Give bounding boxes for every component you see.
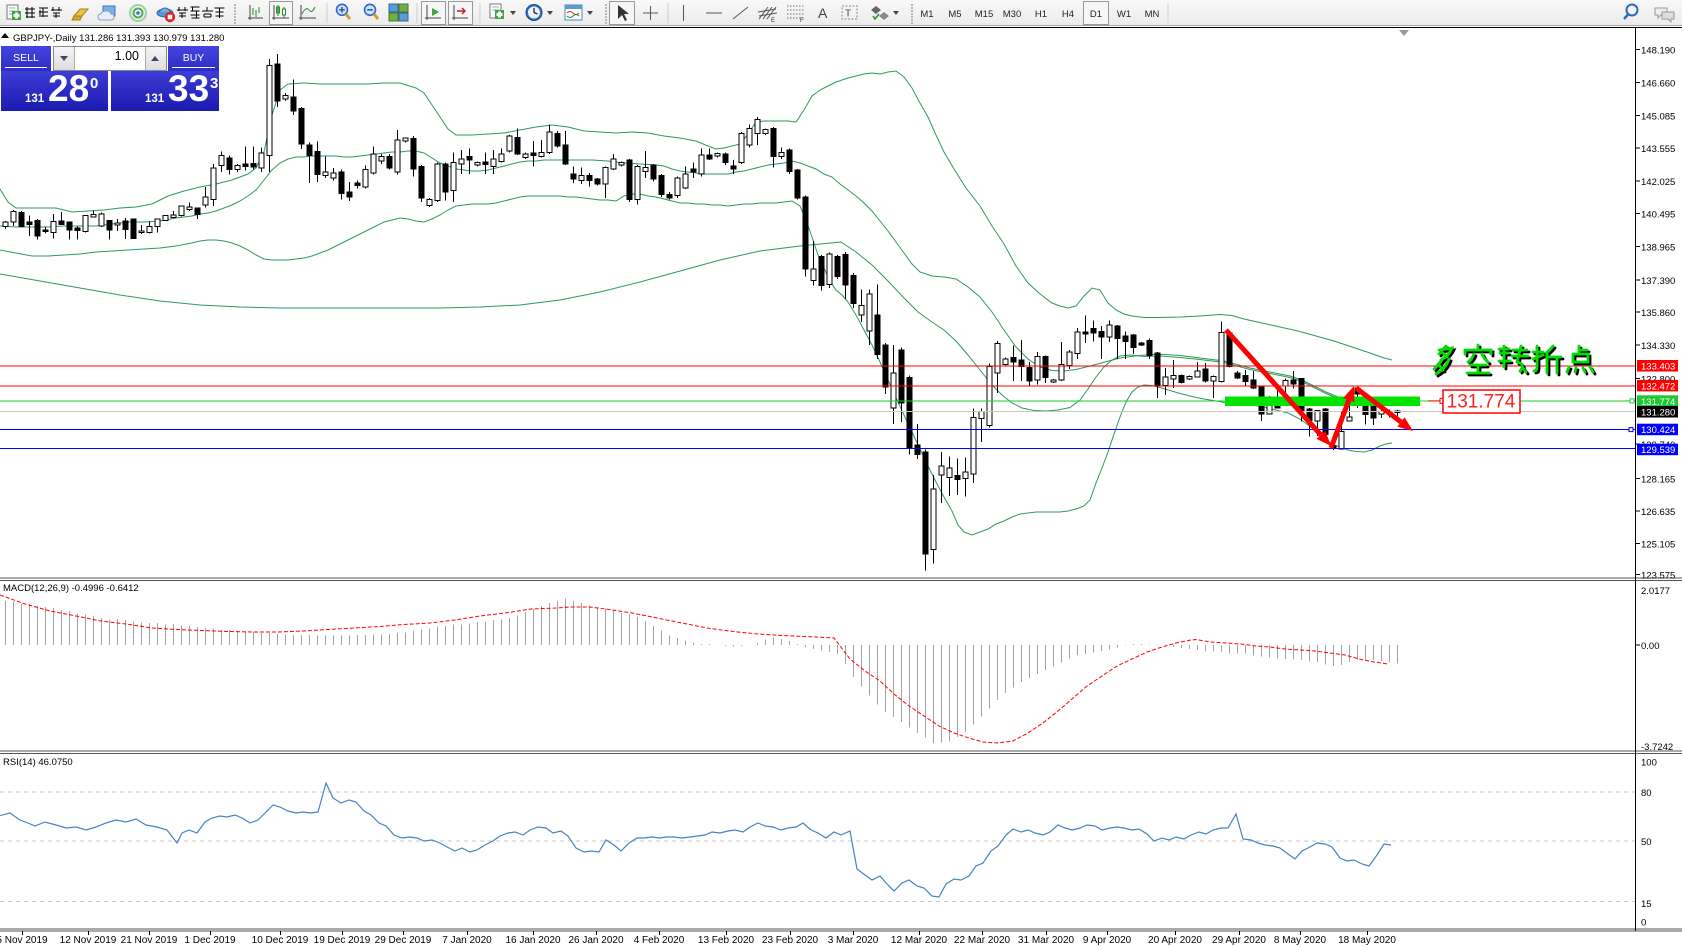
svg-text:129.539: 129.539 xyxy=(1641,445,1675,456)
svg-text:M5: M5 xyxy=(948,9,961,20)
svg-text:146.660: 146.660 xyxy=(1641,78,1675,89)
svg-text:15: 15 xyxy=(1641,899,1652,910)
svg-text:E: E xyxy=(771,18,775,24)
svg-text:M1: M1 xyxy=(920,9,933,20)
svg-text:23 Feb 2020: 23 Feb 2020 xyxy=(762,935,819,946)
svg-text:T: T xyxy=(845,9,851,20)
svg-text:0.00: 0.00 xyxy=(1641,641,1660,652)
svg-text:22 Mar 2020: 22 Mar 2020 xyxy=(954,935,1011,946)
svg-text:M15: M15 xyxy=(975,9,993,20)
svg-text:31 Mar 2020: 31 Mar 2020 xyxy=(1018,935,1075,946)
svg-text:125.105: 125.105 xyxy=(1641,539,1675,550)
svg-text:M30: M30 xyxy=(1003,9,1021,20)
svg-text:A: A xyxy=(818,5,828,21)
svg-text:1 Dec 2019: 1 Dec 2019 xyxy=(184,935,236,946)
svg-text:128.165: 128.165 xyxy=(1641,474,1675,485)
svg-text:12 Nov 2019: 12 Nov 2019 xyxy=(60,935,117,946)
svg-text:130.424: 130.424 xyxy=(1641,425,1675,436)
svg-text:133.403: 133.403 xyxy=(1641,362,1675,373)
svg-text:MACD(12,26,9) -0.4996 -0.6412: MACD(12,26,9) -0.4996 -0.6412 xyxy=(3,583,139,594)
svg-text:29 Apr 2020: 29 Apr 2020 xyxy=(1212,935,1266,946)
svg-text:13 Feb 2020: 13 Feb 2020 xyxy=(698,935,755,946)
svg-text:5 Nov 2019: 5 Nov 2019 xyxy=(0,935,48,946)
svg-text:134.330: 134.330 xyxy=(1641,341,1675,352)
svg-text:126.635: 126.635 xyxy=(1641,507,1675,518)
svg-text:142.025: 142.025 xyxy=(1641,177,1675,188)
svg-text:GBPJPY-,Daily 131.286 131.393: GBPJPY-,Daily 131.286 131.393 130.979 13… xyxy=(13,33,224,44)
svg-text:148.190: 148.190 xyxy=(1641,46,1675,57)
svg-text:10 Dec 2019: 10 Dec 2019 xyxy=(252,935,309,946)
svg-text:H1: H1 xyxy=(1035,9,1047,20)
svg-text:MN: MN xyxy=(1145,9,1160,20)
svg-text:100: 100 xyxy=(1641,758,1657,769)
svg-text:131.774: 131.774 xyxy=(1641,397,1675,408)
svg-text:132.472: 132.472 xyxy=(1641,381,1675,392)
svg-text:4 Feb 2020: 4 Feb 2020 xyxy=(634,935,685,946)
svg-text:145.085: 145.085 xyxy=(1641,111,1675,122)
svg-text:2.0177: 2.0177 xyxy=(1641,586,1670,597)
svg-text:26 Jan 2020: 26 Jan 2020 xyxy=(568,935,623,946)
svg-text:F: F xyxy=(800,18,804,24)
svg-text:-3.7242: -3.7242 xyxy=(1641,742,1673,753)
svg-text:8 May 2020: 8 May 2020 xyxy=(1274,935,1327,946)
svg-text:16 Jan 2020: 16 Jan 2020 xyxy=(505,935,560,946)
svg-text:20 Apr 2020: 20 Apr 2020 xyxy=(1148,935,1202,946)
svg-text:123.575: 123.575 xyxy=(1641,571,1675,582)
svg-text:29 Dec 2019: 29 Dec 2019 xyxy=(375,935,432,946)
svg-text:7 Jan 2020: 7 Jan 2020 xyxy=(442,935,492,946)
svg-text:137.390: 137.390 xyxy=(1641,276,1675,287)
svg-text:50: 50 xyxy=(1641,837,1652,848)
svg-text:3 Mar 2020: 3 Mar 2020 xyxy=(828,935,879,946)
svg-text:131.280: 131.280 xyxy=(1641,408,1675,419)
svg-text:135.860: 135.860 xyxy=(1641,308,1675,319)
svg-text:9 Apr 2020: 9 Apr 2020 xyxy=(1083,935,1132,946)
svg-text:0: 0 xyxy=(1641,917,1646,928)
svg-text:W1: W1 xyxy=(1117,9,1131,20)
svg-text:RSI(14) 46.0750: RSI(14) 46.0750 xyxy=(3,757,73,768)
svg-text:H4: H4 xyxy=(1062,9,1074,20)
svg-text:138.965: 138.965 xyxy=(1641,243,1675,254)
svg-text:131.774: 131.774 xyxy=(1447,392,1516,413)
svg-text:143.555: 143.555 xyxy=(1641,144,1675,155)
svg-text:D1: D1 xyxy=(1090,9,1102,20)
svg-text:80: 80 xyxy=(1641,788,1652,799)
svg-text:12 Mar 2020: 12 Mar 2020 xyxy=(891,935,948,946)
svg-text:140.495: 140.495 xyxy=(1641,210,1675,221)
svg-text:21 Nov 2019: 21 Nov 2019 xyxy=(121,935,178,946)
svg-text:19 Dec 2019: 19 Dec 2019 xyxy=(314,935,371,946)
svg-text:18 May 2020: 18 May 2020 xyxy=(1338,935,1396,946)
